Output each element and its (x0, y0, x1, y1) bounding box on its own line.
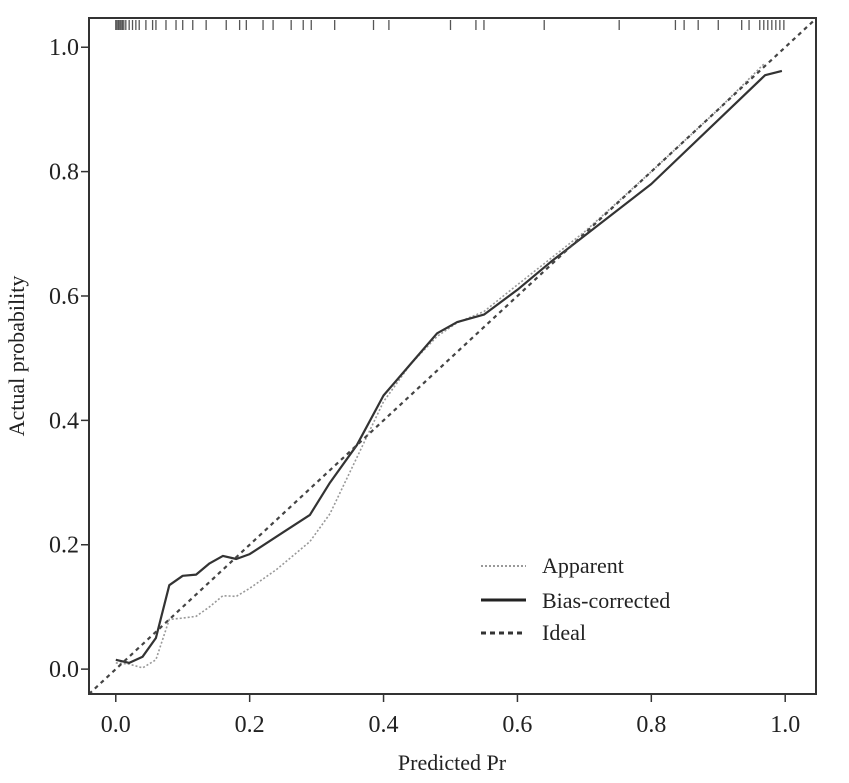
x-tick-label: 0.4 (369, 712, 399, 738)
legend-label-apparent: Apparent (542, 553, 624, 578)
rug-marks (115, 20, 785, 30)
series-bias-corrected (115, 69, 783, 665)
y-tick-label: 0.6 (49, 284, 79, 310)
legend: Apparent Bias-corrected Ideal (481, 553, 670, 645)
y-tick-label: 0.0 (49, 657, 79, 683)
x-tick-label: 0.0 (101, 712, 131, 738)
y-tick-label: 0.2 (49, 533, 79, 559)
y-axis-ticks: 0.0 0.2 0.4 0.6 0.8 1.0 (49, 35, 89, 683)
series-apparent (115, 62, 766, 669)
x-axis-ticks: 0.0 0.2 0.4 0.6 0.8 1.0 (101, 694, 800, 738)
y-tick-label: 1.0 (49, 35, 79, 61)
y-tick-label: 0.8 (49, 160, 79, 186)
y-axis-label: Actual probability (4, 276, 29, 437)
x-axis-label: Predicted Pr (398, 750, 507, 775)
y-tick-label: 0.4 (49, 408, 79, 434)
series-ideal (88, 17, 817, 695)
series-lines (88, 17, 817, 695)
x-tick-label: 0.8 (636, 712, 666, 738)
legend-label-bias-corrected: Bias-corrected (542, 588, 670, 613)
legend-label-ideal: Ideal (542, 620, 586, 645)
plot-frame (88, 17, 817, 695)
x-tick-label: 1.0 (770, 712, 800, 738)
x-tick-label: 0.6 (502, 712, 532, 738)
x-tick-label: 0.2 (235, 712, 265, 738)
